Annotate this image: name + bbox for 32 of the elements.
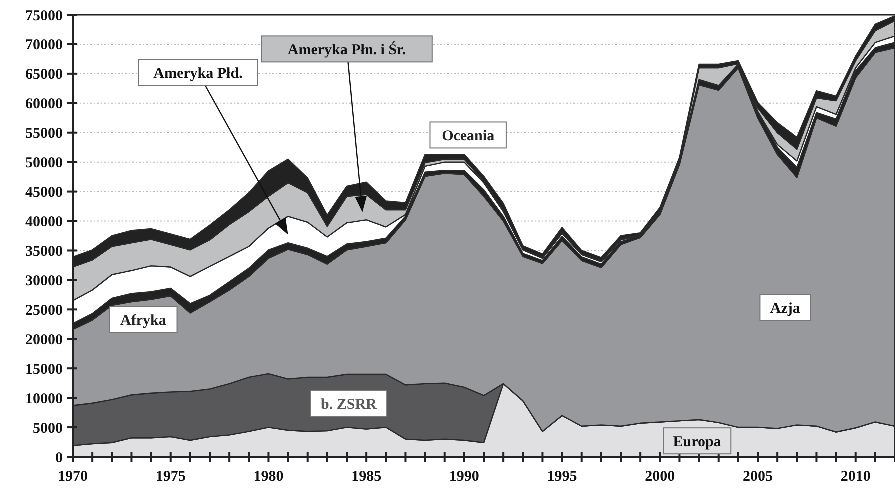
series-label: b. ZSRR xyxy=(321,397,378,414)
y-tick-label: 65000 xyxy=(26,67,63,84)
y-tick-label: 5000 xyxy=(33,420,63,437)
series-label: Oceania xyxy=(442,128,496,144)
x-tick-label: 2000 xyxy=(645,469,676,485)
y-tick-label: 35000 xyxy=(26,244,63,260)
y-tick-label: 60000 xyxy=(26,96,63,113)
y-tick-label: 15000 xyxy=(26,362,63,378)
x-tick-label: 2010 xyxy=(840,469,871,485)
y-tick-label: 25000 xyxy=(26,302,63,319)
x-tick-label: 1985 xyxy=(352,469,382,485)
text: Ameryka Płn. i Śr. xyxy=(288,41,406,58)
y-tick-label: 50000 xyxy=(26,156,63,172)
x-tick-label: 1970 xyxy=(58,469,88,485)
y-tick-label: 30000 xyxy=(26,273,63,290)
y-tick-label: 0 xyxy=(56,450,63,466)
y-tick-label: 75000 xyxy=(26,8,63,24)
text: Ameryka Płd. xyxy=(154,66,244,82)
x-tick-label: 1975 xyxy=(156,469,186,485)
x-tick-label: 2005 xyxy=(743,469,773,485)
y-tick-label: 55000 xyxy=(26,126,63,142)
x-tick-label: 1990 xyxy=(449,469,480,485)
y-tick-label: 45000 xyxy=(26,185,63,202)
series-label: Afryka xyxy=(120,312,167,329)
series-label: Azja xyxy=(770,301,801,318)
y-tick-label: 70000 xyxy=(26,38,63,54)
series-label: Europa xyxy=(673,434,722,450)
y-tick-label: 40000 xyxy=(26,214,63,231)
x-tick-label: 1980 xyxy=(254,469,284,485)
y-tick-label: 20000 xyxy=(26,332,63,348)
y-tick-label: 10000 xyxy=(26,391,63,408)
x-tick-label: 1995 xyxy=(547,469,578,485)
